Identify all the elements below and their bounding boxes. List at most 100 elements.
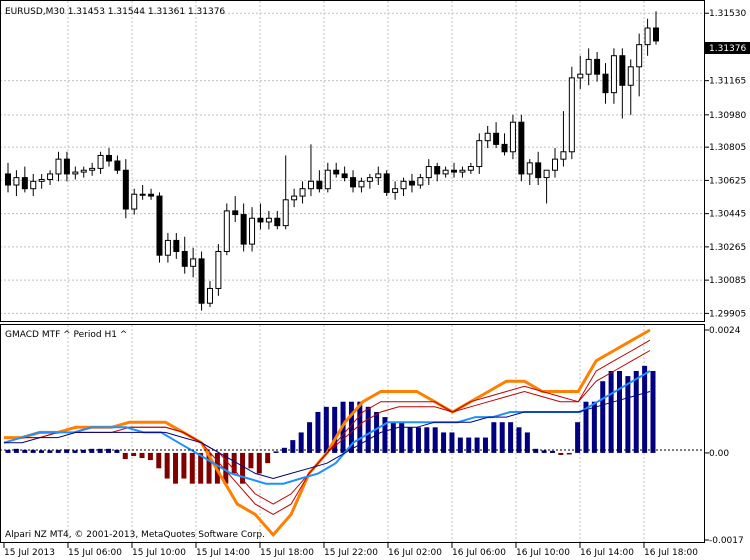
candle-bear xyxy=(653,27,659,42)
histogram-bar-positive xyxy=(348,401,354,453)
candle-bull xyxy=(307,180,314,190)
histogram-bar-positive xyxy=(298,432,304,453)
histogram-bar-negative xyxy=(248,452,254,469)
histogram-bar-positive xyxy=(390,422,396,453)
candle-bear xyxy=(274,217,281,227)
indicator-label: 0.0024 xyxy=(709,326,741,336)
candle-bull xyxy=(568,77,575,153)
indicator-header: GMACD MTF ^ Period H1 ^ xyxy=(5,330,127,340)
candle-bear xyxy=(316,180,323,190)
candle-bear xyxy=(341,173,348,179)
time-label: 15 Jul 18:00 xyxy=(260,548,314,558)
histogram-bar-positive xyxy=(524,432,530,453)
histogram-bar-positive xyxy=(399,422,405,453)
candle-bear xyxy=(114,160,121,171)
histogram-bar-positive xyxy=(432,427,438,453)
histogram-bar-positive xyxy=(72,450,78,453)
symbol-header: EURUSD,M30 1.31453 1.31544 1.31361 1.313… xyxy=(5,7,225,17)
price-label: 1.30265 xyxy=(709,243,746,253)
time-label: 15 Jul 2013 xyxy=(4,548,55,558)
candle-bull xyxy=(38,178,45,182)
time-label: 16 Jul 02:00 xyxy=(388,548,442,558)
candle-bull xyxy=(223,210,230,253)
candle-bull xyxy=(459,169,466,173)
histogram-bar-positive xyxy=(97,448,103,453)
candle-bull xyxy=(425,166,432,179)
price-tag: 1.31376 xyxy=(705,42,750,54)
axis-ticks: 1.31530 1.31165 1.30980 1.30805 1.30625 1.304… xyxy=(3,9,746,558)
histogram-bar-negative xyxy=(265,452,271,464)
candle-bear xyxy=(105,154,112,162)
candle-bear xyxy=(333,169,340,175)
histogram-bar-negative xyxy=(122,452,128,460)
candle-bear xyxy=(173,239,180,253)
histogram-bar-positive xyxy=(5,449,11,453)
candle-bear xyxy=(21,177,28,190)
candle-bull xyxy=(13,177,20,186)
histogram-bar-positive xyxy=(575,422,581,453)
candle-bull xyxy=(526,162,533,175)
candle-bear xyxy=(493,132,500,145)
candle-bull xyxy=(560,151,567,160)
histogram-bar-positive xyxy=(441,432,447,453)
histogram-bar-positive xyxy=(22,449,28,453)
histogram-bar-positive xyxy=(290,440,296,453)
candle-bear xyxy=(232,210,239,216)
candle-bull xyxy=(265,217,272,223)
histogram-bar-positive xyxy=(307,422,313,453)
price-label: 1.30805 xyxy=(709,143,746,153)
price-label: 1.30445 xyxy=(709,210,746,220)
candle-bear xyxy=(434,166,441,175)
time-label: 16 Jul 18:00 xyxy=(644,548,698,558)
candle-bull xyxy=(206,287,213,304)
indicator-label: 0.00 xyxy=(709,449,729,459)
candle-bull xyxy=(467,166,474,171)
histogram-bar-negative xyxy=(147,452,153,461)
histogram-bar-positive xyxy=(457,437,463,453)
grid xyxy=(0,1,705,543)
candle-bull xyxy=(215,251,222,289)
candle-bull xyxy=(644,27,651,46)
time-label: 16 Jul 06:00 xyxy=(452,548,506,558)
histogram-bar-negative xyxy=(189,452,195,484)
histogram-bar-negative xyxy=(558,452,564,455)
price-label: 1.31165 xyxy=(709,77,746,87)
candle-bull xyxy=(392,188,399,193)
histogram-bar-negative xyxy=(173,452,179,484)
candle-bull xyxy=(442,169,449,175)
candle-bull xyxy=(324,169,331,190)
histogram-bar-positive xyxy=(508,422,514,453)
candle-bull xyxy=(358,180,365,188)
gmacd-line xyxy=(4,391,651,480)
price-label: 1.30085 xyxy=(709,276,746,286)
candle-bear xyxy=(198,258,205,304)
candle-bull xyxy=(47,173,54,180)
candle-bull xyxy=(190,258,197,267)
candle-bull xyxy=(543,169,550,179)
histogram-bar-positive xyxy=(633,370,639,453)
histogram-bar-negative xyxy=(231,452,237,474)
histogram-bar-positive xyxy=(80,449,86,453)
candle-bull xyxy=(509,121,516,153)
price-tag-text: 1.31376 xyxy=(709,44,746,54)
histogram-bar-positive xyxy=(449,432,455,453)
histogram-bar-positive xyxy=(650,370,656,453)
candles-layer[interactable] xyxy=(5,11,659,311)
candle-bear xyxy=(181,251,188,267)
candle-bear xyxy=(619,55,626,86)
histogram-bar-negative xyxy=(566,452,572,455)
histogram-bar-positive xyxy=(415,427,421,453)
candle-bear xyxy=(451,169,458,173)
time-label: 15 Jul 06:00 xyxy=(68,548,122,558)
histogram-bar-positive xyxy=(491,422,497,453)
candle-bull xyxy=(484,132,491,142)
histogram-bar-positive xyxy=(474,437,480,453)
candle-bull xyxy=(291,195,298,201)
time-label: 15 Jul 22:00 xyxy=(324,548,378,558)
histogram-bar-positive xyxy=(13,448,19,453)
histogram-bar-positive xyxy=(424,427,430,453)
histogram-bar-positive xyxy=(374,411,380,453)
histogram-bar-positive xyxy=(642,365,648,453)
histogram-bar-positive xyxy=(332,406,338,453)
